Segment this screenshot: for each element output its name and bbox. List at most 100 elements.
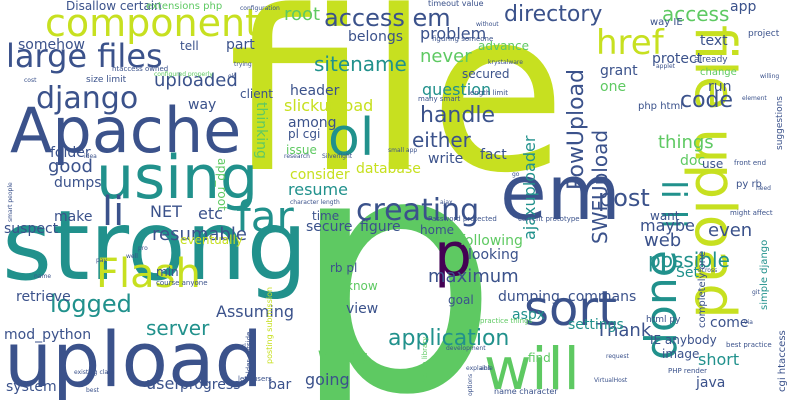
word-good: good	[48, 156, 93, 177]
word-development: development	[446, 345, 486, 352]
word-doc: doc	[680, 153, 706, 169]
word-figure: figure	[360, 219, 401, 235]
word-server: server	[146, 316, 210, 340]
word-component: component	[45, 1, 260, 45]
word-via: via	[744, 319, 753, 326]
word-timeout-value: timeout value	[428, 0, 484, 8]
word-across: across	[698, 267, 718, 274]
word-short: short	[698, 350, 740, 369]
word-ajaxuploader: ajaxuploader	[520, 135, 539, 240]
word-pro: pro	[138, 245, 148, 252]
word-length-limit: length limit	[468, 89, 508, 97]
word-application: application	[388, 326, 510, 351]
word-grant: grant	[600, 63, 638, 79]
word-question: question	[422, 80, 492, 99]
word-trying: trying	[234, 61, 252, 68]
word-ie-anybody: IE anybody	[650, 333, 717, 347]
word-going: going	[305, 370, 350, 389]
word-well: well	[126, 253, 138, 260]
word-php-render: PHP render	[668, 367, 708, 375]
word-maximum: maximum	[428, 266, 519, 287]
word-aspx: aspx	[512, 307, 546, 323]
word-small-app: small app	[388, 147, 418, 154]
word-django: django	[36, 81, 139, 116]
word-name-character: name character	[494, 387, 558, 396]
word-powupload: PowUpload	[564, 68, 589, 190]
word-creating: creating	[356, 193, 480, 228]
word-handle: handle	[420, 103, 495, 128]
word-virtualhost: VirtualHost	[594, 377, 628, 384]
word-use: use	[702, 157, 724, 171]
word-home: home	[420, 223, 455, 237]
word-access-em: access em	[324, 4, 451, 32]
word-resumable: resumable	[152, 224, 247, 245]
word-know: know	[346, 279, 378, 293]
word-slickupload: slickupload	[284, 96, 374, 115]
word-image: image	[662, 347, 700, 361]
word-password-protected: Password protected	[428, 215, 497, 223]
word-progress: progress	[180, 377, 241, 393]
word-lets-users: lets users	[238, 375, 272, 383]
word-smart-people: smart people	[7, 182, 14, 222]
word-willing: willing	[760, 73, 780, 80]
word-project: project	[748, 29, 780, 39]
word-front-end: front end	[734, 159, 767, 167]
word-belongs: belongs	[348, 29, 404, 45]
word-dumps: dumps	[54, 175, 102, 191]
word-url: url	[238, 343, 246, 350]
word-retrieve: retrieve	[16, 289, 71, 305]
word-applet: applet	[656, 63, 676, 70]
word-secured: secured	[462, 67, 510, 81]
word-following: following	[460, 233, 523, 249]
word-app-root: app_root	[215, 158, 229, 211]
word-explains: explains	[466, 365, 491, 372]
word-never: never	[420, 46, 472, 67]
word-min: min	[156, 265, 179, 279]
word-database: database	[356, 161, 421, 177]
word-secure: secure	[306, 219, 353, 235]
word-want: want	[650, 209, 680, 223]
word-idea: idea	[84, 153, 97, 160]
word-posting-submission: posting submission	[265, 286, 274, 364]
word-net: NET	[150, 202, 182, 221]
word-li: li	[102, 189, 125, 235]
word-href: href	[596, 23, 664, 63]
word-best: best	[86, 387, 99, 394]
word-simple-django: simple django	[759, 239, 770, 310]
word-post: post	[598, 184, 650, 212]
word-might-affect: might affect	[730, 209, 773, 217]
word-come: come	[710, 315, 749, 331]
word-settings: settings	[568, 317, 624, 333]
word-configuration: configuration	[240, 5, 280, 12]
word-configured-properly: configured properly	[154, 71, 213, 78]
word-without: without	[476, 21, 499, 28]
word-uploaded: uploaded	[154, 70, 238, 91]
word-suggestions: suggestions	[775, 96, 785, 150]
word-element: element	[742, 95, 767, 102]
word-part: part	[226, 37, 255, 53]
word-etc: etc	[198, 204, 223, 223]
word-cgi-htaccess: cgi htaccess	[777, 330, 788, 392]
word-completely-one: completely one	[697, 250, 708, 328]
word-client: client	[240, 87, 273, 101]
word-eventually: eventually	[180, 233, 243, 247]
word-using: using	[96, 143, 259, 213]
word-need: need	[756, 185, 771, 192]
word-issue: issue	[286, 143, 317, 157]
word-somehow: somehow	[18, 37, 85, 53]
word-course-anyone: course anyone	[156, 279, 208, 287]
word-possible: possible	[648, 248, 730, 272]
word-write: write	[428, 151, 464, 167]
word-change: change	[700, 67, 737, 78]
word-em: em	[500, 148, 621, 237]
word-extensions-php: extensions php	[146, 1, 223, 12]
word-tell: tell	[180, 39, 199, 53]
word-figuring-someone: figuring someone	[432, 35, 494, 43]
word-size-limit: size limit	[86, 75, 127, 85]
word-html-py: html py	[646, 315, 681, 325]
word-character-length: character length	[290, 199, 340, 206]
word-writing: Writing	[318, 349, 368, 365]
word-things: things	[658, 132, 714, 153]
word-root: root	[284, 4, 321, 25]
